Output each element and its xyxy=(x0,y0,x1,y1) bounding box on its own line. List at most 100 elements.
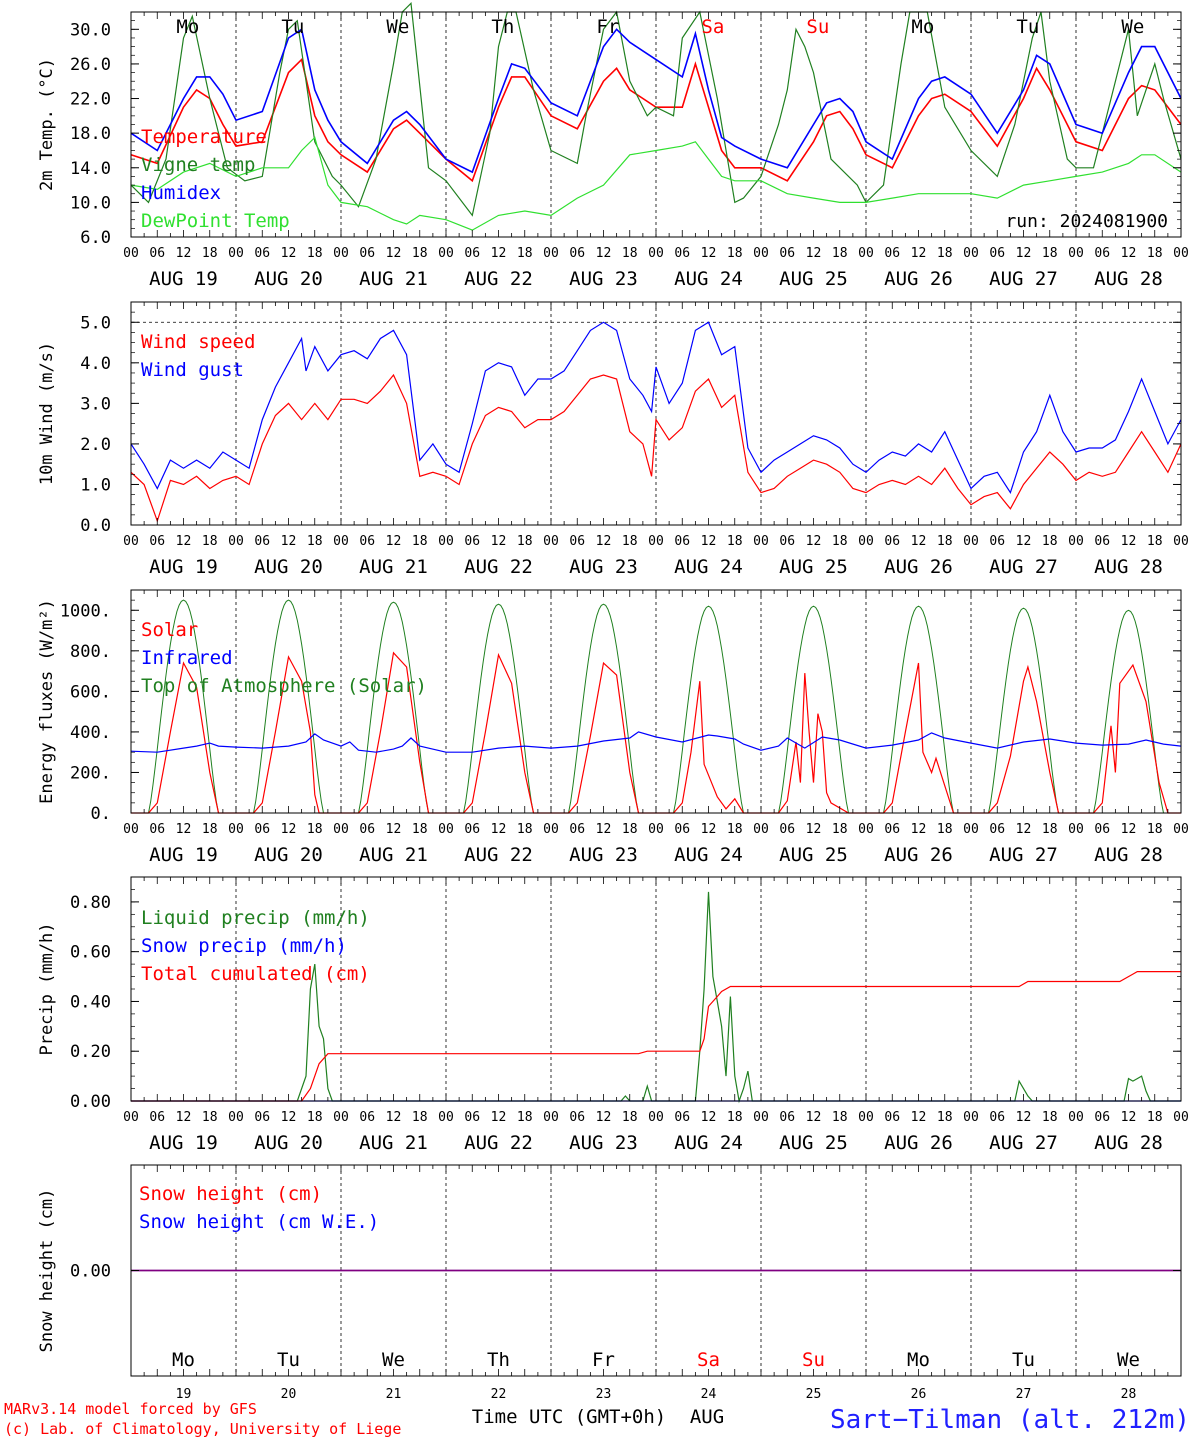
y-tick-label: 26.0 xyxy=(70,55,111,75)
x-hour-label: 06 xyxy=(989,1110,1005,1125)
day-number-label: 24 xyxy=(701,1387,717,1402)
x-day-label: AUG 26 xyxy=(884,844,953,866)
x-hour-label: 12 xyxy=(911,246,927,261)
series-line-infrared xyxy=(130,731,1182,753)
y-tick-label: 0.40 xyxy=(70,992,111,1012)
x-day-label: AUG 22 xyxy=(464,268,533,290)
x-hour-label: 12 xyxy=(176,246,192,261)
x-hour-label: 06 xyxy=(779,822,795,837)
y-axis-label: Snow height (cm) xyxy=(37,1189,57,1353)
x-hour-label: 18 xyxy=(1147,534,1163,549)
x-hour-label: 06 xyxy=(254,1110,270,1125)
x-hour-label: 12 xyxy=(806,822,822,837)
x-hour-label: 00 xyxy=(648,822,664,837)
x-hour-label-final: 00 xyxy=(1173,1110,1189,1125)
x-hour-label: 12 xyxy=(1016,1110,1032,1125)
weekday-label: Sa xyxy=(701,16,724,38)
footer-model: MARv3.14 model forced by GFS xyxy=(4,1400,257,1418)
x-hour-label: 06 xyxy=(254,246,270,261)
x-hour-label: 00 xyxy=(228,246,244,261)
y-axis-label: Precip (mm/h) xyxy=(37,922,57,1055)
x-hour-label: 12 xyxy=(281,534,297,549)
x-day-label: AUG 26 xyxy=(884,556,953,578)
x-hour-label: 12 xyxy=(1016,822,1032,837)
x-hour-label: 18 xyxy=(622,534,638,549)
day-number-label: 21 xyxy=(386,1387,402,1402)
x-hour-label: 00 xyxy=(438,822,454,837)
x-hour-label-final: 00 xyxy=(1173,534,1189,549)
y-tick-label: 200. xyxy=(70,763,111,783)
x-hour-label: 18 xyxy=(412,822,428,837)
x-hour-label: 12 xyxy=(596,534,612,549)
x-hour-label: 18 xyxy=(202,246,218,261)
series-line-top-of-atmosphere-day-10 xyxy=(1076,609,1181,814)
legend-vigne-temp: Vigne temp xyxy=(141,154,255,176)
x-hour-label: 06 xyxy=(359,534,375,549)
x-hour-label: 12 xyxy=(701,246,717,261)
weekday-label: Tu xyxy=(1016,16,1039,38)
x-hour-label: 18 xyxy=(1042,1110,1058,1125)
x-day-label: AUG 22 xyxy=(464,556,533,578)
plot-frame xyxy=(130,589,1182,814)
y-axis-label: Energy fluxes (W/m²) xyxy=(37,599,57,804)
y-axis-label: 10m Wind (m/s) xyxy=(37,342,57,485)
x-hour-label: 18 xyxy=(517,246,533,261)
x-day-label: AUG 21 xyxy=(359,268,428,290)
x-hour-label: 12 xyxy=(281,1110,297,1125)
x-hour-label: 06 xyxy=(149,822,165,837)
y-tick-label: 14.0 xyxy=(70,159,111,179)
x-hour-label: 00 xyxy=(858,822,874,837)
x-hour-label: 00 xyxy=(648,246,664,261)
weekday-label: We xyxy=(1121,16,1144,38)
x-hour-label: 12 xyxy=(491,1110,507,1125)
x-hour-label: 18 xyxy=(832,534,848,549)
x-hour-label: 00 xyxy=(858,246,874,261)
snow-panel: 0.00 Snow height (cm) Snow height (cm) Snow… xyxy=(37,1164,1182,1377)
y-tick-label: 800. xyxy=(70,642,111,662)
x-hour-label: 06 xyxy=(359,1110,375,1125)
series-line-dewpoint-temp xyxy=(130,136,1182,231)
weekday-label: We xyxy=(382,1349,405,1371)
x-hour-label: 06 xyxy=(254,534,270,549)
x-hour-label: 00 xyxy=(123,822,139,837)
x-hour-label: 06 xyxy=(989,246,1005,261)
x-day-label: AUG 28 xyxy=(1094,268,1163,290)
legend-snow-height-cm-w-e: Snow height (cm W.E.) xyxy=(139,1211,379,1233)
day-number-label: 28 xyxy=(1121,1387,1137,1402)
x-hour-label: 06 xyxy=(359,246,375,261)
x-hour-label: 06 xyxy=(359,822,375,837)
x-hour-label: 00 xyxy=(123,246,139,261)
x-hour-label: 06 xyxy=(1094,822,1110,837)
x-hour-label: 12 xyxy=(911,534,927,549)
x-day-label: AUG 19 xyxy=(149,1132,218,1154)
x-hour-label: 18 xyxy=(202,1110,218,1125)
x-hour-label: 06 xyxy=(569,1110,585,1125)
x-day-label: AUG 20 xyxy=(254,268,323,290)
weekday-label: Th xyxy=(487,1349,510,1371)
series-line-top-of-atmosphere-day-3 xyxy=(341,601,446,814)
x-hour-label: 12 xyxy=(386,1110,402,1125)
x-hour-label: 06 xyxy=(674,534,690,549)
x-hour-label: 18 xyxy=(202,534,218,549)
x-day-label: AUG 20 xyxy=(254,556,323,578)
series-line-top-of-atmosphere-day-5 xyxy=(551,603,656,814)
x-day-label: AUG 25 xyxy=(779,844,848,866)
x-day-label: AUG 20 xyxy=(254,1132,323,1154)
x-day-label: AUG 28 xyxy=(1094,556,1163,578)
x-hour-label: 06 xyxy=(149,534,165,549)
x-day-label: AUG 22 xyxy=(464,844,533,866)
series-line-wind-speed xyxy=(130,373,1182,523)
x-hour-label: 06 xyxy=(779,1110,795,1125)
x-hour-label: 00 xyxy=(228,534,244,549)
x-hour-label: 00 xyxy=(543,822,559,837)
weekday-label: Tu xyxy=(281,16,304,38)
x-hour-label: 18 xyxy=(727,822,743,837)
x-hour-label: 00 xyxy=(543,534,559,549)
x-day-label: AUG 26 xyxy=(884,1132,953,1154)
y-tick-label: 10.0 xyxy=(70,193,111,213)
legend-snow-height-cm: Snow height (cm) xyxy=(139,1183,322,1205)
x-hour-label: 06 xyxy=(149,246,165,261)
x-hour-label: 12 xyxy=(176,822,192,837)
legend-liquid-precip-mm-h: Liquid precip (mm/h) xyxy=(141,907,370,929)
x-hour-label: 00 xyxy=(753,246,769,261)
